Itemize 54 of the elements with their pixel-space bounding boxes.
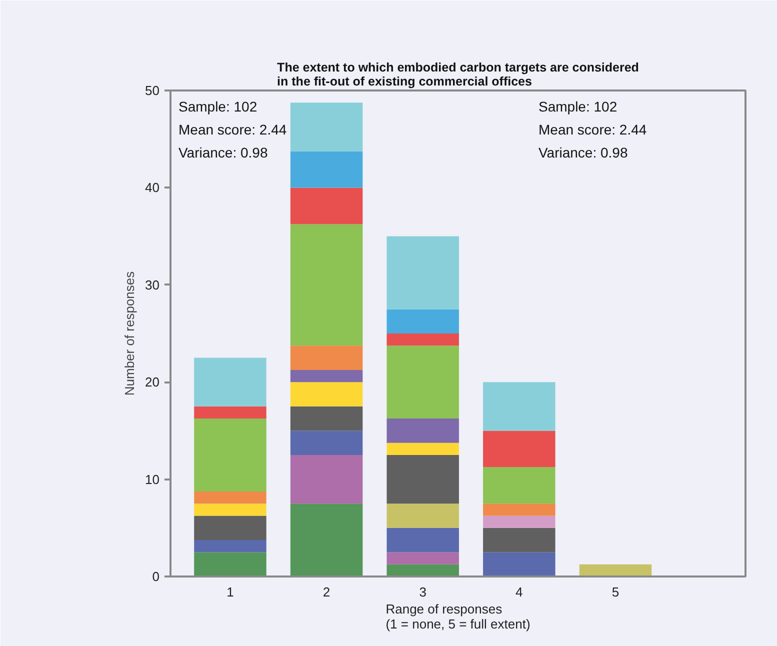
bar (290, 346, 363, 370)
x-tick-label: 1 (226, 584, 234, 600)
bar (290, 382, 363, 406)
bar (290, 224, 363, 346)
x-tick-label: 3 (419, 584, 426, 600)
bar (386, 334, 459, 346)
y-tick-label: 0 (152, 569, 160, 584)
bar (483, 467, 556, 504)
y-tick-label: 50 (145, 83, 160, 98)
bar (386, 442, 459, 455)
bar (290, 504, 363, 576)
bar (386, 236, 459, 310)
bar (290, 430, 363, 455)
bar (194, 406, 266, 419)
annotation: Sample: 102 Mean score: 2.44 Variance: 0.98 (178, 98, 287, 160)
bar (386, 455, 459, 504)
x-axis-title: Range of responses (1 = none, 5 = full extent) (386, 602, 530, 632)
bar (194, 418, 266, 492)
bar (483, 516, 556, 528)
bar (194, 491, 266, 504)
bar (483, 552, 556, 576)
bar (483, 504, 556, 516)
bar (483, 430, 556, 468)
bar (386, 309, 459, 334)
bar (290, 151, 363, 188)
bar (290, 406, 363, 431)
y-tick-label: 20 (145, 374, 160, 390)
x-tick-label: 2 (322, 584, 330, 600)
y-axis-title: Number of responses (122, 270, 138, 396)
bar (386, 346, 459, 419)
bar (386, 552, 459, 564)
x-tick-label: 5 (612, 584, 620, 600)
bar (194, 504, 266, 516)
x-tick-label: 4 (516, 584, 523, 600)
bar (290, 370, 363, 382)
bar (194, 516, 266, 540)
chart-title: The extent to which embodied carbon targets are considered in the fit-out of existing commercial offices (277, 60, 639, 88)
annotation: Sample: 102 Mean score: 2.44 Variance: 0.98 (538, 98, 647, 160)
bar (386, 528, 459, 552)
y-tick-label: 10 (145, 472, 160, 487)
bar (194, 552, 266, 576)
bar (386, 504, 459, 528)
bar (579, 564, 652, 576)
bar (483, 528, 556, 552)
bar (194, 358, 266, 406)
bar (386, 418, 459, 443)
y-tick-label: 30 (145, 277, 160, 292)
y-tick-label: 40 (145, 180, 160, 196)
bar (290, 455, 363, 504)
bar (194, 540, 266, 552)
bar (386, 564, 459, 576)
bar (290, 188, 363, 224)
bar (290, 102, 363, 152)
bar (483, 382, 556, 431)
